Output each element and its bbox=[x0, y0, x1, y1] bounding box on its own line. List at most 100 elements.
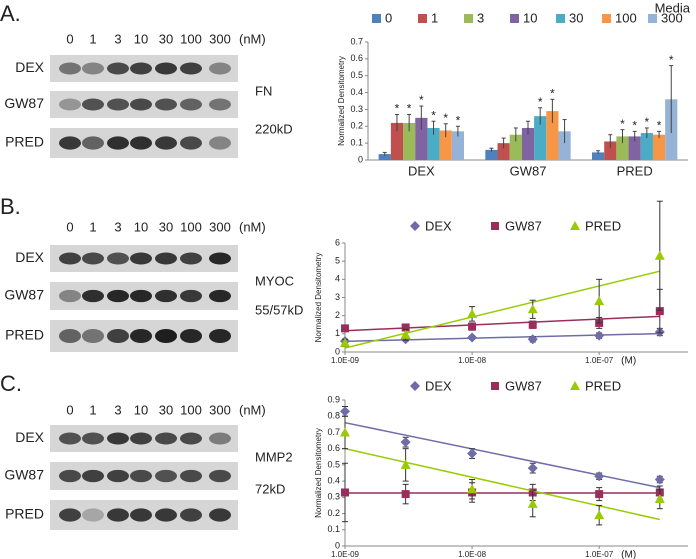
marker bbox=[527, 463, 538, 474]
y-tick-label: 0.5 bbox=[350, 70, 363, 80]
unit-label: (nM) bbox=[239, 219, 266, 234]
y-tick-label: 0.1 bbox=[350, 138, 363, 148]
concentration-label: 0 bbox=[66, 31, 73, 46]
blot-band bbox=[59, 252, 81, 265]
trend-line bbox=[344, 315, 660, 332]
row-label: GW87 bbox=[4, 287, 44, 303]
size-label: 55/57kD bbox=[255, 302, 303, 317]
significance: * bbox=[669, 53, 674, 67]
trend-line bbox=[344, 447, 660, 521]
bar bbox=[485, 149, 498, 160]
concentration-label: 100 bbox=[180, 402, 202, 417]
bar bbox=[497, 143, 510, 160]
marker bbox=[410, 221, 420, 231]
legend-swatch bbox=[464, 14, 473, 23]
blot-band bbox=[180, 136, 202, 150]
blot-band bbox=[82, 508, 104, 522]
blot-band bbox=[180, 252, 202, 265]
blot-band bbox=[59, 98, 81, 111]
marker bbox=[528, 320, 537, 329]
marker bbox=[527, 498, 538, 508]
y-tick-label: 0.4 bbox=[350, 87, 363, 97]
row-label: DEX bbox=[15, 249, 44, 265]
panel-label: B. bbox=[0, 194, 21, 219]
blot-band bbox=[209, 432, 231, 445]
bar bbox=[390, 122, 404, 160]
y-axis-label: Normalized Densitometry bbox=[314, 253, 323, 343]
marker bbox=[401, 323, 410, 332]
significance: * bbox=[443, 111, 448, 125]
blot-band bbox=[107, 508, 129, 522]
x-tick-label: 1.0E-07 bbox=[585, 550, 614, 559]
blot-band bbox=[107, 136, 129, 150]
y-tick-label: 0.1 bbox=[327, 524, 340, 534]
blot-band bbox=[155, 98, 177, 111]
x-tick-label: 1.0E-08 bbox=[458, 356, 487, 365]
row-label: PRED bbox=[5, 327, 44, 343]
marker bbox=[595, 490, 604, 499]
trend-line bbox=[344, 270, 660, 349]
blot-band bbox=[82, 469, 104, 483]
bar bbox=[403, 122, 416, 160]
marker bbox=[594, 330, 605, 341]
blot-band bbox=[180, 328, 202, 344]
marker bbox=[341, 488, 349, 497]
blot-band bbox=[107, 469, 129, 483]
concentration-label: 100 bbox=[180, 31, 202, 46]
y-tick-label: 0.3 bbox=[350, 104, 363, 114]
marker bbox=[468, 322, 477, 331]
y-tick-label: 0.5 bbox=[327, 459, 340, 469]
blot-band bbox=[180, 469, 202, 483]
row-label: PRED bbox=[5, 134, 44, 150]
panel-label: C. bbox=[0, 371, 22, 396]
significance: * bbox=[632, 119, 637, 133]
blot-band bbox=[107, 98, 129, 111]
marker bbox=[654, 493, 665, 503]
bar bbox=[439, 130, 452, 160]
marker bbox=[341, 324, 349, 333]
legend-label: 3 bbox=[477, 10, 484, 25]
concentration-label: 1 bbox=[89, 219, 96, 234]
bar bbox=[521, 127, 535, 160]
blot-band bbox=[130, 328, 152, 344]
blot-band bbox=[180, 289, 202, 303]
legend-swatch bbox=[510, 14, 519, 23]
marker bbox=[594, 296, 605, 306]
blot-band bbox=[180, 432, 202, 445]
blot-band bbox=[107, 432, 129, 445]
blot-band bbox=[209, 136, 231, 150]
legend-label: 300 bbox=[661, 10, 683, 25]
y-tick-label: 4 bbox=[335, 274, 340, 284]
y-tick-label: 0 bbox=[335, 540, 340, 550]
blot-band bbox=[180, 62, 202, 75]
bar bbox=[546, 111, 559, 160]
x-tick-label: 1.0E-07 bbox=[585, 356, 614, 365]
blot-band bbox=[130, 62, 152, 75]
blot-band bbox=[180, 508, 202, 522]
bar bbox=[427, 127, 440, 160]
marker bbox=[654, 250, 665, 260]
legend-label: 0 bbox=[385, 10, 392, 25]
significance: * bbox=[419, 93, 424, 107]
marker bbox=[527, 334, 538, 345]
concentration-label: 30 bbox=[159, 402, 173, 417]
significance: * bbox=[657, 119, 662, 133]
blot-band bbox=[107, 252, 129, 265]
blot-band bbox=[155, 252, 177, 265]
concentration-label: 0 bbox=[66, 219, 73, 234]
bar bbox=[451, 131, 464, 160]
marker bbox=[527, 304, 538, 314]
trend-line bbox=[344, 332, 660, 343]
y-tick-label: 0.7 bbox=[327, 427, 340, 437]
concentration-label: 30 bbox=[159, 31, 173, 46]
blot-band bbox=[82, 62, 104, 75]
marker bbox=[467, 308, 478, 318]
blot-band bbox=[82, 432, 104, 445]
marker bbox=[400, 329, 411, 339]
bar bbox=[616, 136, 629, 160]
legend-label: 1 bbox=[431, 10, 438, 25]
marker bbox=[340, 406, 350, 417]
blot-band bbox=[59, 328, 81, 344]
bar bbox=[534, 116, 547, 160]
